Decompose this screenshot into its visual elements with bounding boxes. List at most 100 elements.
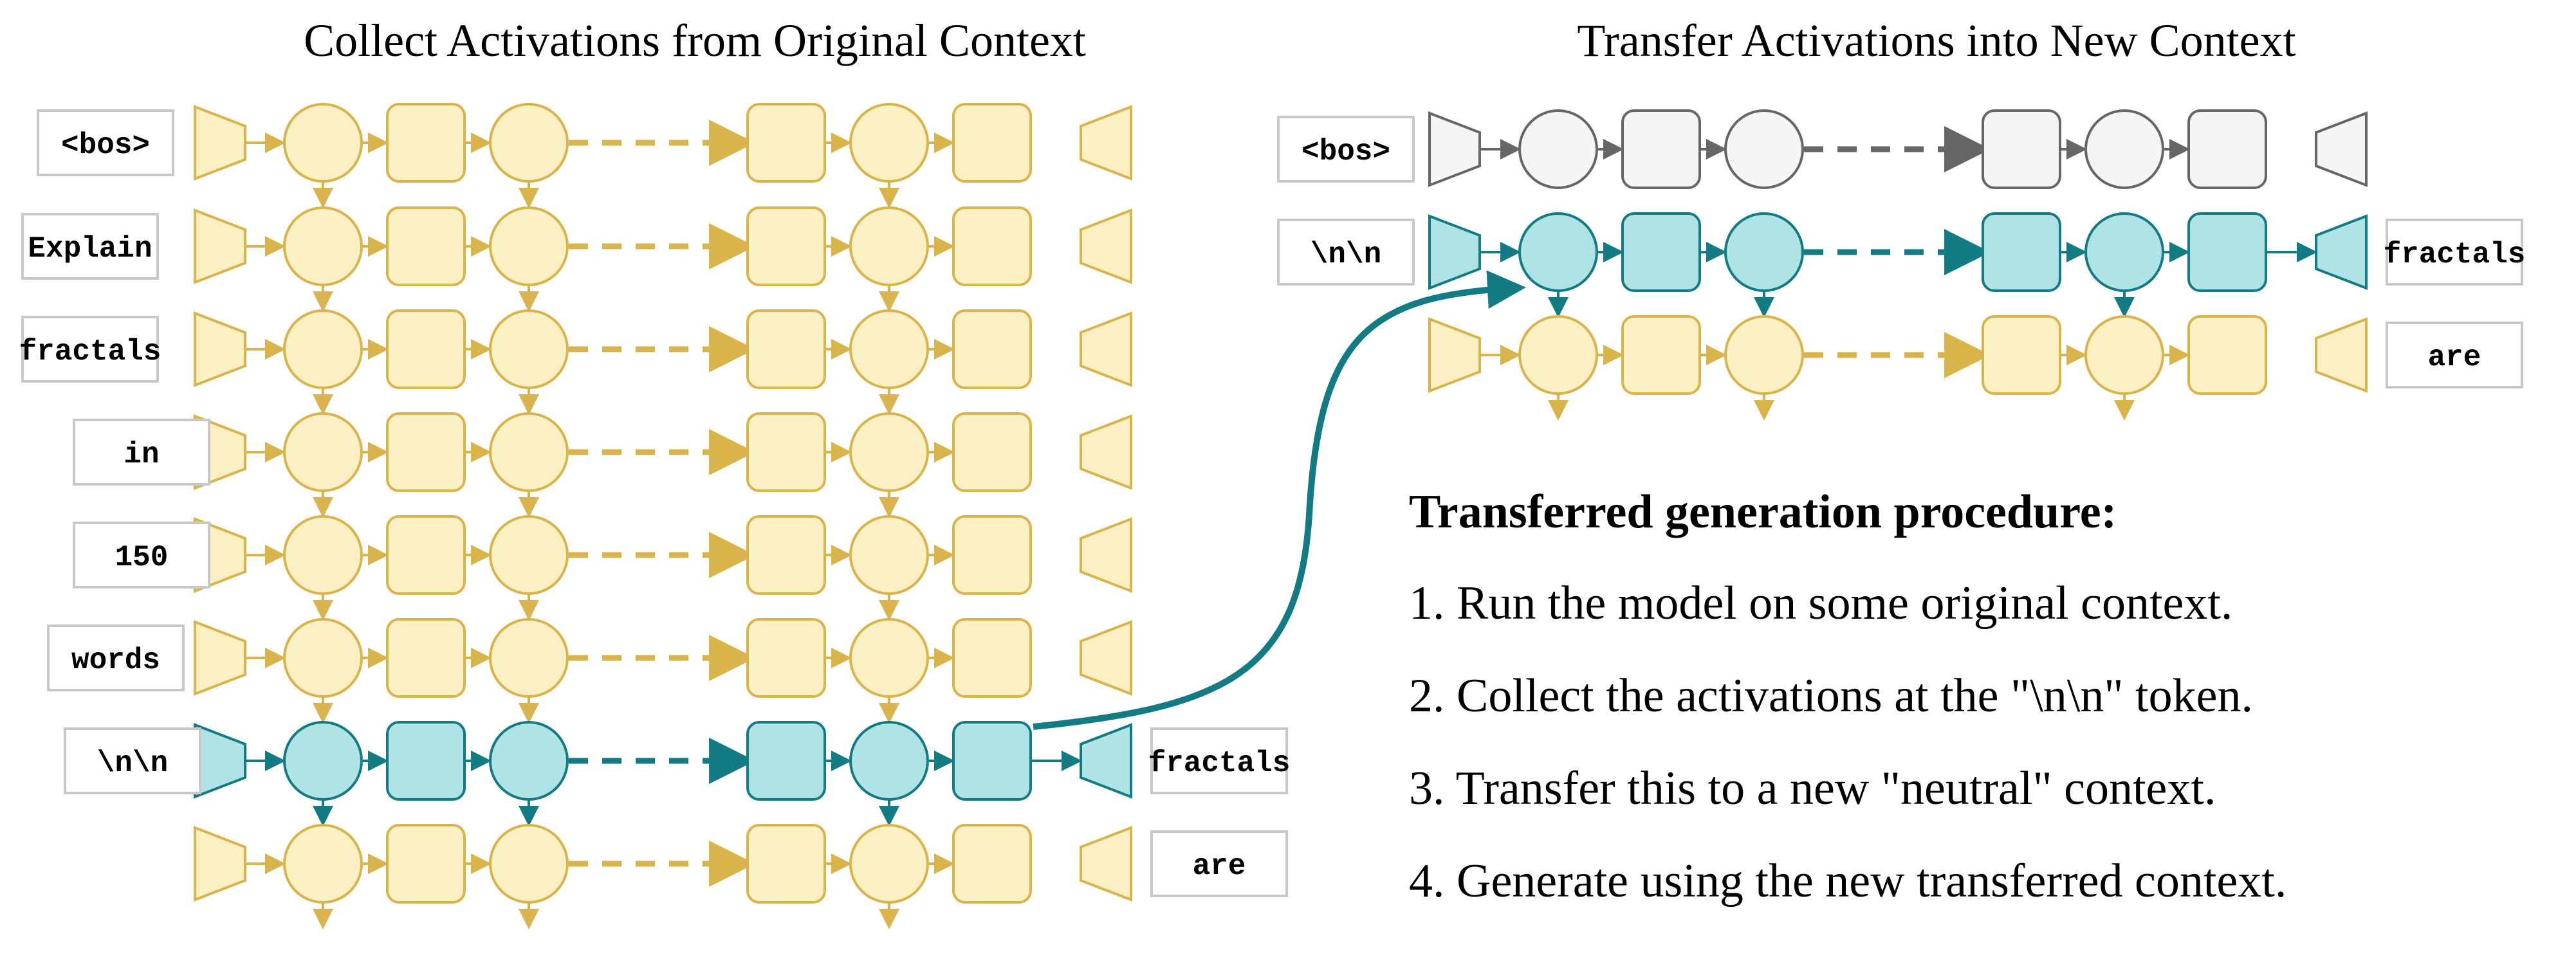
unembedding-trapezoid xyxy=(1080,414,1132,490)
mlp-node xyxy=(952,618,1032,698)
mlp-node xyxy=(386,206,466,286)
original-context-row-1: Explain xyxy=(21,206,1132,312)
attention-node xyxy=(283,824,363,904)
input-token-label-box xyxy=(37,109,174,176)
mlp-node xyxy=(386,103,466,183)
embedding-trapezoid xyxy=(1428,214,1481,290)
unembedding-trapezoid xyxy=(1080,517,1132,593)
input-token-label: Explain xyxy=(28,232,152,266)
mlp-node xyxy=(952,103,1032,183)
mlp-node xyxy=(746,824,826,904)
original-context-row-6: \n\n fractals xyxy=(64,721,1291,826)
mlp-node xyxy=(386,618,466,698)
input-token-label: 150 xyxy=(115,541,169,574)
mlp-node xyxy=(746,618,826,698)
input-token-label: \n\n xyxy=(97,747,168,780)
attention-node xyxy=(2084,212,2164,292)
mlp-node xyxy=(2187,109,2267,189)
embedding-trapezoid xyxy=(194,826,246,902)
embedding-trapezoid xyxy=(1428,111,1481,187)
attention-node xyxy=(1518,109,1598,189)
new-context-panel: <bos> \n\n fractals are xyxy=(1277,109,2526,421)
original-context-row-3: in xyxy=(73,412,1132,518)
original-context-row-7: are xyxy=(194,824,1288,929)
unembedding-trapezoid xyxy=(2315,111,2368,187)
attention-node xyxy=(849,721,929,801)
unembedding-trapezoid xyxy=(2315,317,2368,393)
input-token-label: <bos> xyxy=(61,129,150,162)
attention-node xyxy=(489,309,569,389)
input-token-label-box xyxy=(47,624,185,691)
input-token-label-box xyxy=(73,522,210,588)
output-token-label-box xyxy=(2386,219,2523,286)
input-token-label: words xyxy=(71,644,160,677)
new-context-row-2: are xyxy=(1428,315,2523,421)
mlp-node xyxy=(746,309,826,389)
mlp-node xyxy=(1982,109,2061,189)
mlp-node xyxy=(952,515,1032,595)
original-context-panel: <bos> Explain fractals in 150 words \n\n fracta… xyxy=(19,103,1291,929)
attention-node xyxy=(489,721,569,801)
attention-node xyxy=(283,206,363,286)
attention-node xyxy=(849,412,929,492)
output-token-label: are xyxy=(1193,850,1246,883)
mlp-node xyxy=(1621,315,1701,395)
mlp-node xyxy=(386,824,466,904)
input-token-label: fractals xyxy=(19,335,161,369)
attention-node xyxy=(849,515,929,595)
unembedding-trapezoid xyxy=(2315,214,2368,290)
mlp-node xyxy=(386,412,466,492)
attention-node xyxy=(489,103,569,183)
transfer-arrow xyxy=(1033,270,1526,730)
mlp-node xyxy=(1982,315,2061,395)
attention-node xyxy=(849,824,929,904)
mlp-node xyxy=(1621,212,1701,292)
mlp-node xyxy=(386,721,466,801)
procedure-step-3: 3. Transfer this to a new "neutral" cont… xyxy=(1409,762,2216,815)
output-token-label: fractals xyxy=(1148,747,1291,780)
output-token-label-box xyxy=(2386,322,2523,388)
output-token-label: are xyxy=(2428,341,2481,374)
attention-node xyxy=(489,824,569,904)
mlp-node xyxy=(2187,212,2267,292)
unembedding-trapezoid xyxy=(1080,311,1132,387)
procedure-heading: Transferred generation procedure: xyxy=(1409,486,2117,538)
original-context-row-2: fractals xyxy=(19,309,1132,415)
attention-node xyxy=(849,309,929,389)
attention-node xyxy=(283,721,363,801)
unembedding-trapezoid xyxy=(1080,826,1132,902)
mlp-node xyxy=(952,206,1032,286)
attention-node xyxy=(283,309,363,389)
procedure-text-block: Transferred generation procedure: 1. Run… xyxy=(1409,486,2286,907)
input-token-label: <bos> xyxy=(1302,135,1390,169)
attention-node xyxy=(1518,315,1598,395)
attention-node xyxy=(1724,212,1804,292)
unembedding-trapezoid xyxy=(1080,620,1132,696)
unembedding-trapezoid xyxy=(1080,208,1132,284)
mlp-node xyxy=(746,103,826,183)
mlp-node xyxy=(746,412,826,492)
attention-node xyxy=(849,103,929,183)
procedure-step-4: 4. Generate using the new transferred co… xyxy=(1409,855,2286,907)
input-token-label: \n\n xyxy=(1311,238,1381,271)
output-token-label: fractals xyxy=(2384,238,2526,271)
embedding-trapezoid xyxy=(194,105,246,181)
attention-node xyxy=(849,206,929,286)
original-context-row-0: <bos> xyxy=(37,103,1132,208)
input-token-label-box xyxy=(73,419,210,486)
mlp-node xyxy=(952,309,1032,389)
attention-node xyxy=(489,206,569,286)
attention-node xyxy=(283,412,363,492)
attention-node xyxy=(283,515,363,595)
attention-node xyxy=(489,412,569,492)
unembedding-trapezoid xyxy=(1080,105,1132,181)
mlp-node xyxy=(1982,212,2061,292)
input-token-label-box xyxy=(1277,116,1415,183)
mlp-node xyxy=(746,206,826,286)
attention-node xyxy=(283,618,363,698)
attention-node xyxy=(2084,315,2164,395)
attention-node xyxy=(849,618,929,698)
attention-node xyxy=(1724,109,1804,189)
attention-node xyxy=(489,618,569,698)
